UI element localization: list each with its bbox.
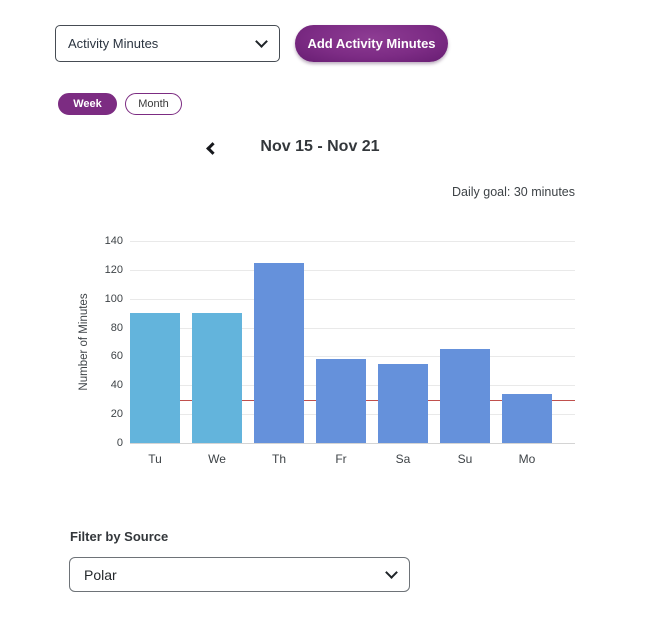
y-tick-0: 0	[116, 437, 123, 449]
gridline-100	[130, 298, 575, 300]
metric-select-wrap: Activity Minutes	[55, 25, 280, 62]
y-tick-140: 140	[104, 235, 123, 247]
daily-goal-text: Daily goal: 30 minutes	[452, 185, 575, 199]
bar-Tu[interactable]	[130, 313, 180, 443]
bar-Mo[interactable]	[502, 393, 552, 443]
gridline-80	[130, 327, 575, 329]
bar-Th[interactable]	[254, 262, 304, 443]
metric-select[interactable]: Activity Minutes	[55, 25, 280, 62]
y-axis-labels: 0 20 40 60 80 100 120 140	[0, 235, 123, 449]
bar-Su[interactable]	[440, 349, 490, 443]
add-activity-minutes-button[interactable]: Add Activity Minutes	[295, 25, 448, 62]
y-tick-80: 80	[110, 321, 123, 334]
x-tick-Fr: Fr	[335, 452, 347, 466]
y-tick-60: 60	[110, 350, 123, 363]
x-axis-labels: Tu We Th Fr Sa Su Mo	[130, 452, 575, 470]
bar-Sa[interactable]	[378, 363, 428, 443]
source-select-wrap: Polar	[69, 557, 410, 592]
x-tick-Mo: Mo	[518, 452, 536, 466]
gridline-120	[130, 269, 575, 271]
y-tick-40: 40	[110, 379, 123, 392]
tab-week[interactable]: Week	[58, 93, 117, 115]
filter-by-source-label: Filter by Source	[70, 529, 169, 544]
chevron-left-icon	[205, 141, 219, 155]
previous-week-button[interactable]	[200, 137, 224, 159]
y-tick-100: 100	[104, 292, 123, 305]
bar-Fr[interactable]	[316, 359, 366, 443]
y-tick-120: 120	[104, 263, 123, 276]
activity-bar-chart: Number of Minutes 0 20 40 60 80 100 120 140 Tu W…	[0, 228, 645, 473]
gridline-60	[130, 356, 575, 358]
x-tick-Tu: Tu	[148, 452, 162, 466]
x-tick-Sa: Sa	[395, 452, 411, 466]
bar-We[interactable]	[192, 313, 242, 443]
y-tick-20: 20	[110, 408, 123, 421]
period-title: Nov 15 - Nov 21	[260, 138, 380, 155]
x-tick-We: We	[208, 452, 226, 466]
source-select[interactable]: Polar	[69, 557, 410, 592]
gridline-0	[130, 443, 575, 444]
x-tick-Th: Th	[271, 452, 287, 466]
tab-month[interactable]: Month	[125, 93, 182, 115]
x-tick-Su: Su	[457, 452, 473, 466]
plot-area	[130, 241, 575, 444]
gridline-140	[130, 241, 575, 242]
